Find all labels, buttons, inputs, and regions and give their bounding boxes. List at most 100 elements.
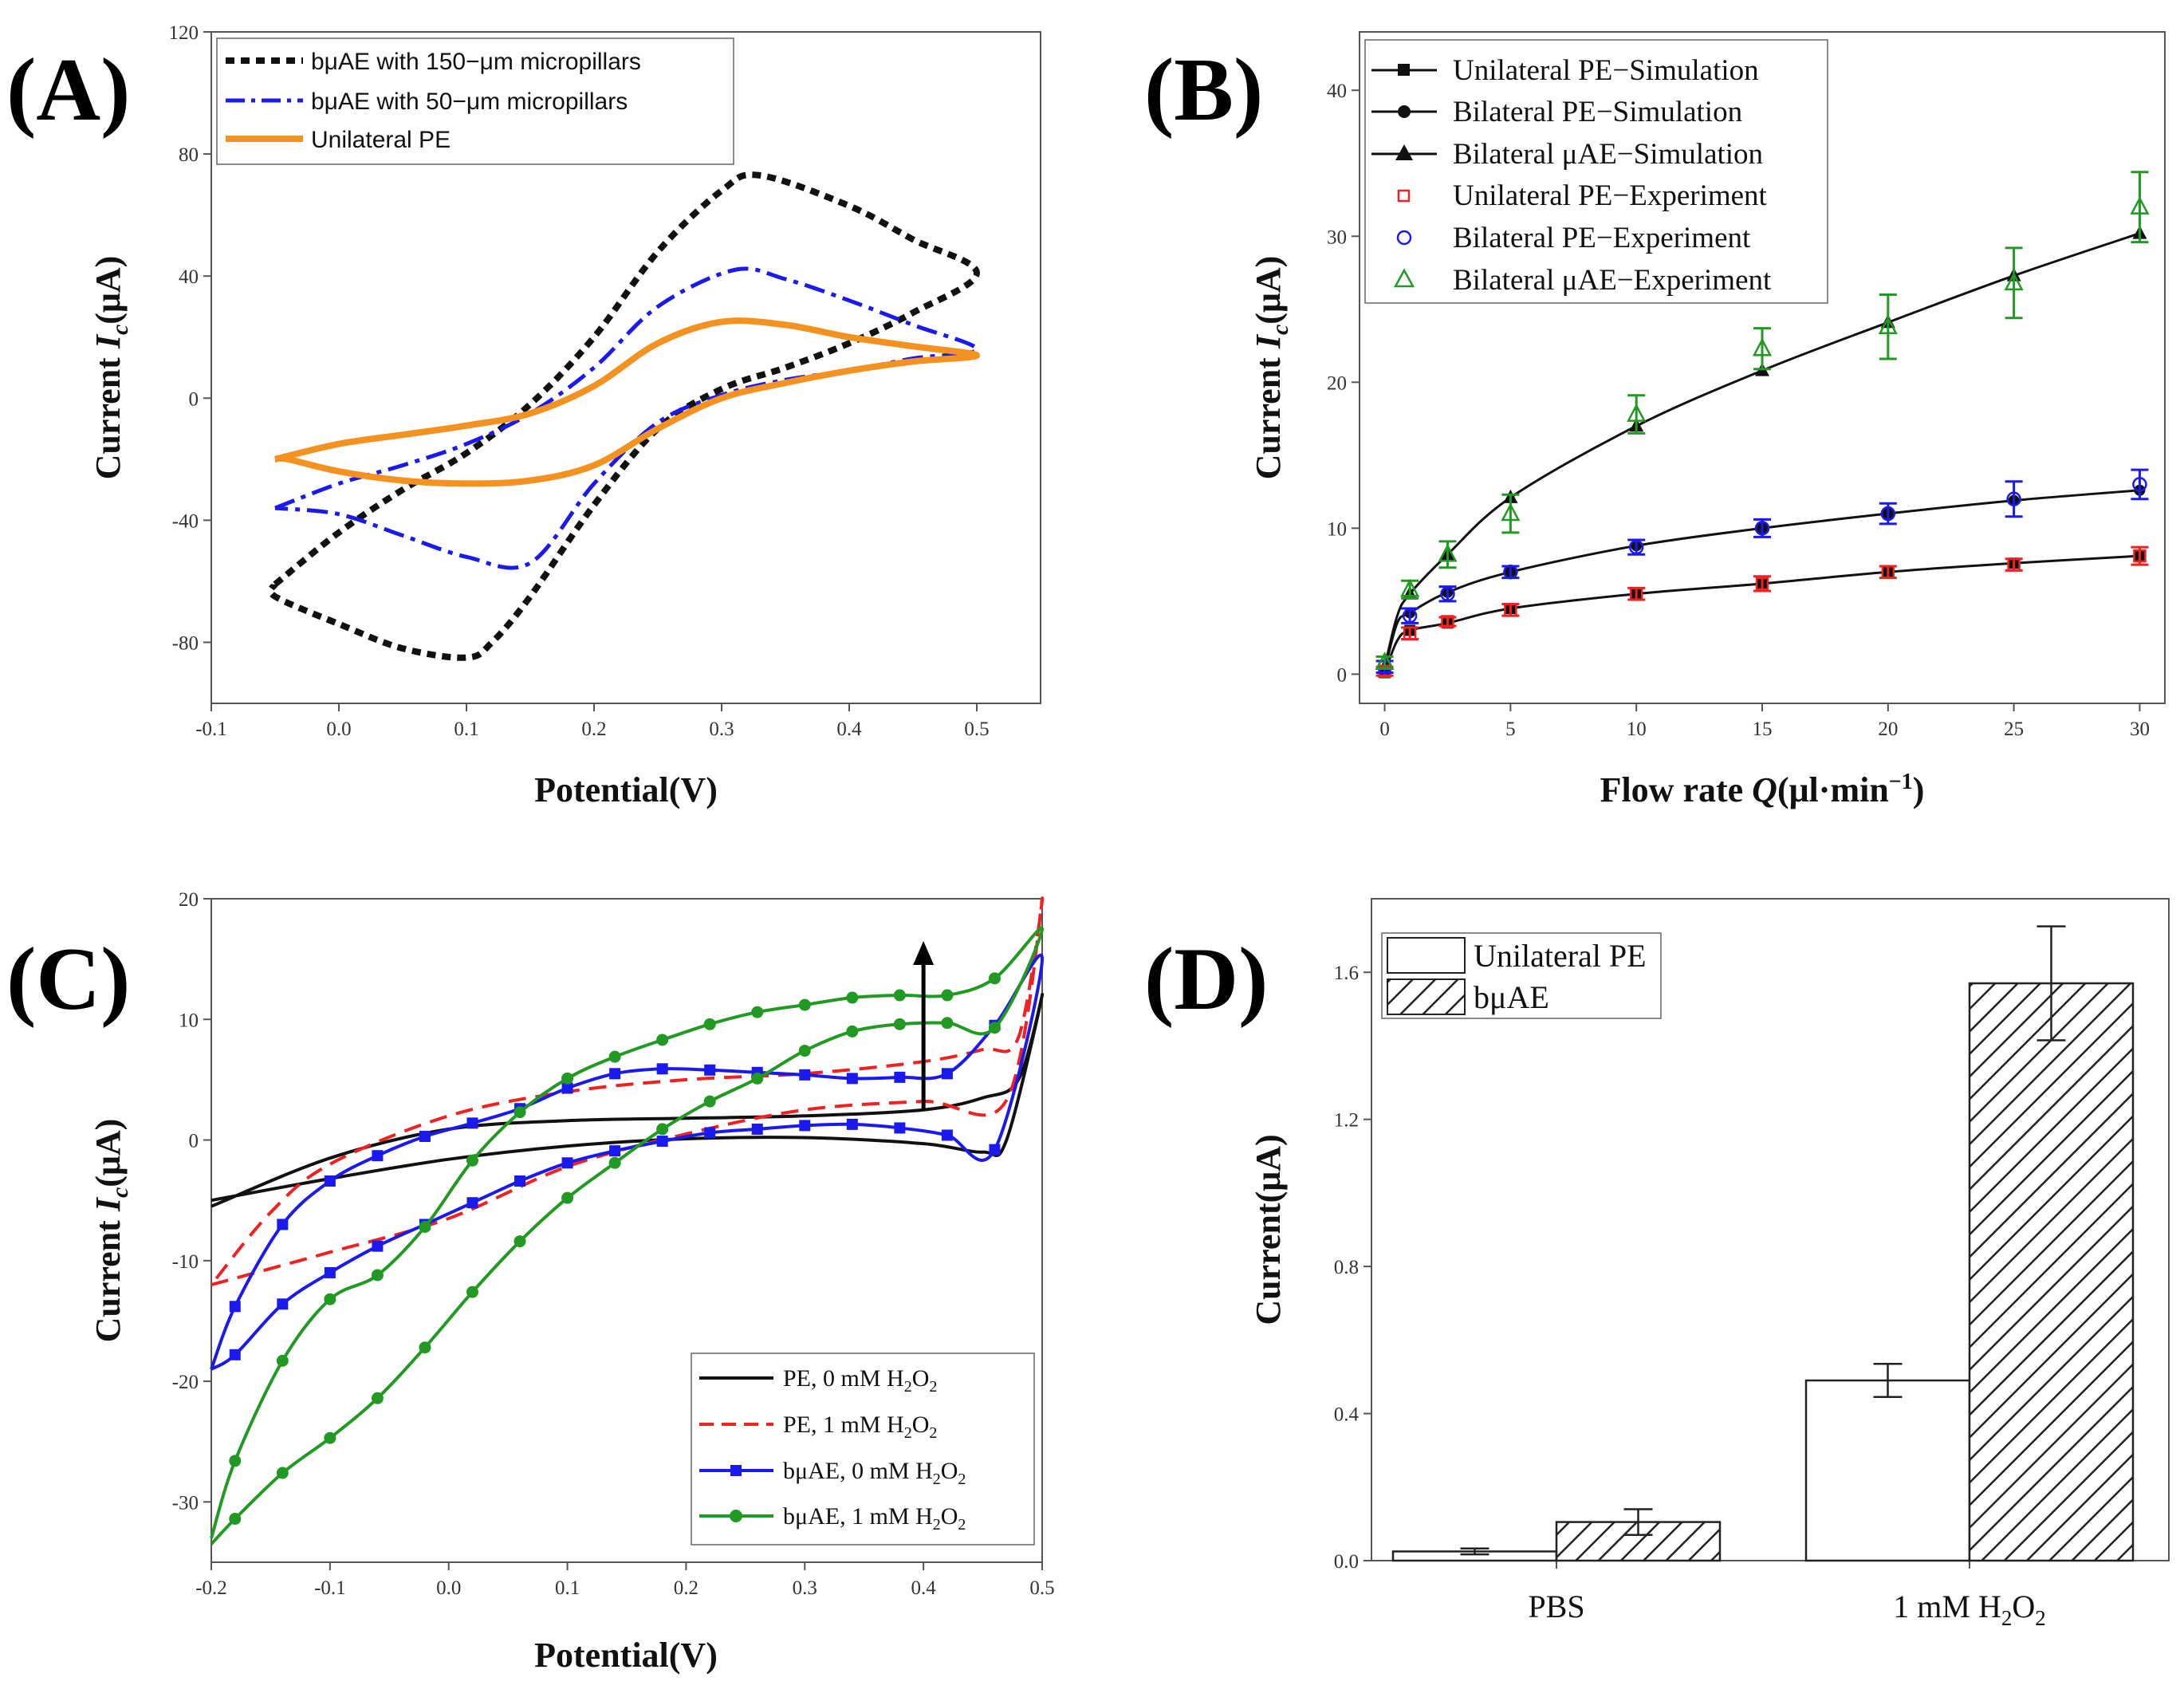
legend-c-label-pe0: PE, 0 mM H2O2 <box>783 1365 937 1396</box>
series-b-exp-marker-square <box>1755 577 1769 591</box>
series-c-marker-square <box>609 1145 621 1157</box>
legend-b-label-uni-sim: Unilateral PE−Simulation <box>1453 54 1759 87</box>
series-c-marker-circle <box>371 1392 384 1404</box>
series-c-marker-square <box>846 1118 858 1130</box>
x-tick-label: 0.4 <box>911 1577 937 1599</box>
x-tick-label: 0.0 <box>436 1577 461 1599</box>
series-c-marker-circle <box>324 1431 336 1444</box>
series-b-exp-marker-triangle <box>2130 195 2150 215</box>
series-c-marker-square <box>941 1129 953 1141</box>
series-c-marker-circle <box>419 1220 431 1233</box>
y-tick-label: 10 <box>1327 518 1347 540</box>
series-c-marker-square <box>941 1068 953 1080</box>
x-tick-label: -0.2 <box>195 1577 227 1599</box>
series-c-marker-square <box>561 1157 573 1169</box>
x-tick-label: 0.3 <box>709 719 734 740</box>
y-tick-label: 20 <box>1327 372 1347 394</box>
y-tick-label: 1.6 <box>1334 963 1359 984</box>
panel-d-legend: Unilateral PE bμAE <box>1381 932 1662 1019</box>
y-tick-label: 10 <box>179 1010 199 1031</box>
series-a-50um-line <box>274 266 979 570</box>
x-tick-label: 25 <box>2004 719 2024 740</box>
y-tick-label: 0.8 <box>1334 1257 1359 1278</box>
legend-b-marker-triangle <box>1395 144 1413 160</box>
series-c-marker-square <box>324 1266 336 1278</box>
x-tick-label: 0.5 <box>964 719 989 740</box>
series-b-exp-marker-circle <box>1628 539 1644 555</box>
panel-b-ylabel: Current Ic(μA) <box>1249 256 1293 480</box>
series-b-exp-marker-circle <box>1402 608 1418 624</box>
panel-c-arrow-head <box>913 940 935 965</box>
series-c-marker-circle <box>561 1072 574 1085</box>
series-a-150um-line <box>267 171 980 661</box>
series-b-exp-marker-triangle <box>2004 272 2024 291</box>
series-b-exp-marker-triangle <box>1627 403 1647 422</box>
plot-layer: -0.1 0.0 0.1 0.2 0.3 0.4 0.5 -80 -40 0 40 80 120 0 5 10… <box>169 22 2150 1599</box>
y-tick-label: 120 <box>169 22 199 44</box>
series-c-marker-square <box>656 1136 668 1148</box>
series-c-marker-square <box>324 1175 336 1187</box>
series-b-exp-marker-circle <box>2132 477 2147 492</box>
y-tick-label: -20 <box>172 1372 199 1393</box>
series-c-marker-circle <box>846 991 859 1004</box>
panel-c-ylabel: Current Ic(μA) <box>89 1119 133 1343</box>
series-c-marker-square <box>846 1073 858 1085</box>
series-c-marker-square <box>704 1064 716 1076</box>
series-b-exp-marker-square <box>1881 565 1895 579</box>
legend-b-label-bi-exp: Bilateral PE−Experiment <box>1453 222 1751 254</box>
series-c-marker-square <box>609 1068 621 1080</box>
series-b-exp-marker-square <box>1441 615 1454 628</box>
y-tick-label: -80 <box>172 632 199 654</box>
legend-b-marker-open-triangle <box>1393 268 1415 288</box>
legend-d-label-buae: bμAE <box>1474 979 1549 1015</box>
series-c-marker-square <box>799 1120 811 1132</box>
x-tick-label: 15 <box>1753 719 1773 740</box>
series-b-exp-marker-triangle <box>1752 337 1773 356</box>
series-c-marker-circle <box>466 1154 478 1167</box>
series-c-marker-circle <box>941 989 954 1002</box>
series-c-marker-circle <box>229 1455 242 1467</box>
series-c-marker-circle <box>988 1022 1001 1034</box>
x-tick-label: 10 <box>1627 719 1647 740</box>
legend-d-swatch-pe <box>1387 937 1466 974</box>
panel-a-frame <box>211 31 1041 704</box>
series-c-marker-square <box>894 1071 906 1083</box>
series-b-exp-marker-triangle <box>1375 652 1395 670</box>
y-tick-label: 20 <box>179 889 199 911</box>
legend-b-label-uae-sim: Bilateral μAE−Simulation <box>1453 138 1763 171</box>
series-b-exp-marker-triangle <box>1438 543 1458 562</box>
x-tick-label: 0.1 <box>555 1577 580 1599</box>
x-tick-label: 0 <box>1379 719 1390 740</box>
series-c-marker-square <box>561 1082 573 1094</box>
series-c-marker-circle <box>656 1034 669 1046</box>
series-c-marker-circle <box>988 972 1001 985</box>
series-c-marker-circle <box>276 1354 289 1367</box>
x-tick-label: 20 <box>1878 719 1898 740</box>
series-c-marker-circle <box>514 1106 526 1119</box>
x-tick-label: 0.4 <box>836 719 862 740</box>
legend-c-marker-square <box>730 1465 742 1476</box>
panel-d-bar-buae <box>1968 982 2135 1562</box>
y-tick-label: 0 <box>189 388 199 410</box>
y-tick-label: 40 <box>1327 81 1347 102</box>
y-tick-label: 0.4 <box>1334 1404 1360 1426</box>
legend-b-marker-open-circle <box>1396 230 1412 246</box>
series-b-exp-marker-square <box>2007 557 2021 572</box>
series-c-marker-circle <box>893 1018 906 1030</box>
series-c-marker-square <box>277 1219 289 1230</box>
series-b-exp-marker-circle <box>1503 565 1518 580</box>
legend-c-label-pe1: PE, 1 mM H2O2 <box>783 1412 937 1442</box>
panel-d-category-pbs: PBS <box>1528 1589 1584 1624</box>
series-b-exp-marker-triangle <box>1878 316 1898 334</box>
series-b-exp-marker-circle <box>1440 586 1455 601</box>
y-tick-label: -40 <box>172 510 199 532</box>
panel-b-legend: Unilateral PE−Simulation Bilateral PE−Si… <box>1364 39 1828 304</box>
x-tick-label: -0.1 <box>314 1577 346 1599</box>
series-c-marker-circle <box>419 1341 431 1354</box>
series-a-unilateral-pe-line <box>274 317 980 487</box>
series-c-marker-circle <box>324 1293 336 1305</box>
panel-a-label: (A) <box>6 41 130 140</box>
panel-a-legend: bμAE with 150−μm micropillars bμAE with … <box>216 37 734 165</box>
y-tick-label: 0 <box>189 1131 199 1152</box>
